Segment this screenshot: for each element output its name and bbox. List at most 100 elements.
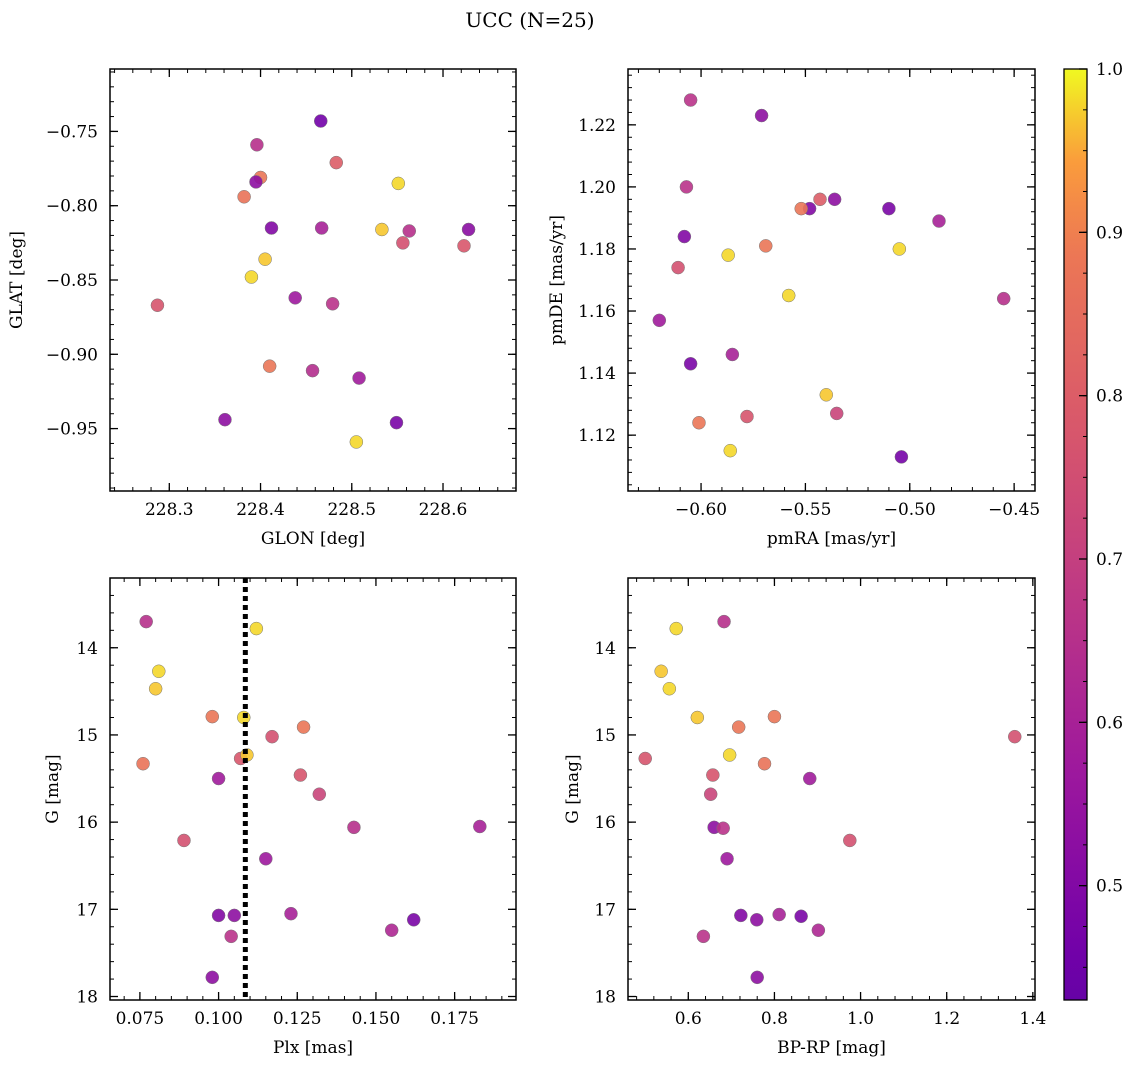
scatter-point xyxy=(148,681,163,696)
scatter-point xyxy=(227,908,242,923)
scatter-point xyxy=(305,363,320,378)
x-tick-label: 0.6 xyxy=(675,1009,702,1029)
y-tick-label: −0.75 xyxy=(46,122,98,142)
scatter-point xyxy=(375,222,389,237)
scatter-point xyxy=(683,357,698,371)
scatter-point xyxy=(396,236,410,250)
scatter-point xyxy=(249,175,263,189)
scatter-point xyxy=(692,415,706,430)
x-tick-label: −0.50 xyxy=(884,500,936,520)
y-tick-label: 14 xyxy=(594,639,616,659)
x-tick-label: 0.8 xyxy=(761,1009,788,1029)
scatter-point xyxy=(754,108,769,123)
scatter-point xyxy=(250,138,264,152)
x-axis-label: BP-RP [mag] xyxy=(777,1038,886,1058)
y-axis-label: G [mag] xyxy=(43,754,63,823)
scatter-point xyxy=(654,664,668,679)
scatter-point xyxy=(721,248,735,262)
scatter-point xyxy=(244,270,259,284)
scatter-point xyxy=(843,833,857,848)
scatter-point xyxy=(284,906,298,921)
plot-frame xyxy=(627,577,1036,1001)
y-axis-label: GLAT [deg] xyxy=(7,231,27,329)
scatter-point xyxy=(703,787,718,801)
colorbar-tick-label: 0.6 xyxy=(1096,713,1123,733)
scatter-point xyxy=(389,415,404,430)
y-axis-label: pmDE [mas/yr] xyxy=(547,215,567,345)
y-tick-label: 15 xyxy=(76,726,98,746)
x-tick-label: 228.3 xyxy=(145,500,194,520)
y-tick-label: 17 xyxy=(76,900,98,920)
scatter-point xyxy=(803,771,817,786)
scatter-point xyxy=(750,970,764,985)
scatter-point xyxy=(265,729,279,744)
scatter-point xyxy=(794,909,808,924)
scatter-point xyxy=(249,621,264,636)
y-tick-label: 1.22 xyxy=(578,116,616,136)
scatter-point xyxy=(759,239,773,253)
scatter-point xyxy=(325,297,340,311)
scatter-point xyxy=(662,681,677,696)
data-points xyxy=(638,614,1022,985)
y-tick-label: 1.12 xyxy=(578,426,616,446)
scatter-point xyxy=(829,406,844,421)
scatter-point xyxy=(892,242,907,256)
y-tick-label: −0.80 xyxy=(46,197,98,217)
x-tick-label: 228.5 xyxy=(327,500,376,520)
scatter-panel-2: −0.60 −0.55 −0.50 −0.45 1.12 1.14 1.16 1.18 1.20… xyxy=(547,68,1040,549)
x-tick-label: 0.075 xyxy=(116,1009,165,1029)
y-tick-label: −0.90 xyxy=(46,345,98,365)
scatter-point xyxy=(813,192,827,207)
scatter-point xyxy=(402,224,417,238)
data-points xyxy=(652,93,1011,464)
scatter-point xyxy=(894,450,909,464)
scatter-point xyxy=(750,913,764,927)
scatter-point xyxy=(258,252,272,266)
x-axis-label: GLON [deg] xyxy=(261,529,365,549)
x-tick-label: −0.60 xyxy=(675,500,727,520)
scatter-point xyxy=(384,923,399,937)
scatter-point xyxy=(139,614,153,629)
panels: 228.3 228.4 228.5 228.6 −0.75 −0.80 −0.85 −0.90… xyxy=(7,68,1046,1058)
scatter-point xyxy=(211,908,226,923)
scatter-point xyxy=(717,614,731,629)
data-points xyxy=(136,614,487,985)
x-tick-label: 1.2 xyxy=(933,1009,960,1029)
y-tick-label: 1.14 xyxy=(578,364,616,384)
colorbar-tick-label: 0.9 xyxy=(1096,223,1123,243)
scatter-point xyxy=(461,222,476,237)
scatter-point xyxy=(679,180,694,194)
scatter-point xyxy=(767,709,782,724)
scatter-panel-4: 0.6 0.8 1.0 1.2 1.4 14 15 16 17 18 BP-RP [mag] G [m… xyxy=(563,577,1046,1058)
scatter-point xyxy=(177,833,191,848)
scatter-point xyxy=(349,435,364,449)
scatter-point xyxy=(473,819,487,834)
scatter-point xyxy=(293,768,308,782)
scatter-point xyxy=(794,201,808,216)
scatter-point xyxy=(740,409,754,424)
scatter-point xyxy=(205,709,220,724)
x-tick-label: 228.4 xyxy=(236,500,285,520)
scatter-point xyxy=(264,221,279,235)
scatter-point xyxy=(683,93,698,107)
data-points xyxy=(150,114,476,449)
colorbar-tick-label: 1.0 xyxy=(1096,60,1123,80)
x-tick-label: 0.175 xyxy=(430,1009,479,1029)
scatter-point xyxy=(329,155,344,170)
y-tick-label: −0.95 xyxy=(46,420,98,440)
colorbar: 0.5 0.6 0.7 0.8 0.9 1.0 xyxy=(1063,60,1123,1001)
figure-title: UCC (N=25) xyxy=(465,8,594,32)
scatter-point xyxy=(725,347,740,362)
colorbar-gradient xyxy=(1064,69,1087,1000)
scatter-point xyxy=(347,820,361,835)
scatter-point xyxy=(723,443,738,458)
scatter-point xyxy=(406,913,421,927)
plot-frame xyxy=(627,68,1036,492)
scatter-point xyxy=(152,664,166,679)
scatter-point xyxy=(262,359,277,373)
x-tick-label: 1.4 xyxy=(1019,1009,1046,1029)
scatter-panel-3: 0.075 0.100 0.125 0.150 0.175 14 15 16 17 18 Plx [… xyxy=(43,577,517,1058)
scatter-point xyxy=(734,908,748,923)
scatter-point xyxy=(882,201,896,216)
